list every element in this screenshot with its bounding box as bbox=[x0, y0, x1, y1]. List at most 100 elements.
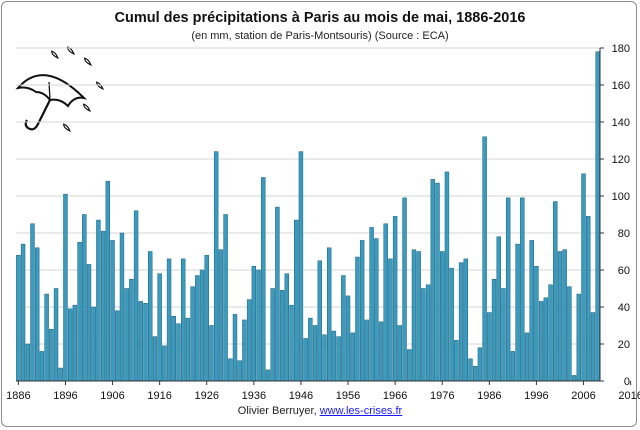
x-tick-label: 2016 bbox=[618, 390, 640, 402]
bar-1957 bbox=[350, 332, 355, 382]
bar-1965 bbox=[388, 258, 393, 382]
y-tick-label: 40 bbox=[618, 302, 630, 314]
bar-1963 bbox=[378, 321, 384, 382]
bar-1978 bbox=[449, 267, 454, 382]
y-tick-label: 120 bbox=[612, 154, 630, 166]
y-tick-label: 100 bbox=[612, 191, 630, 203]
y-tick-label: 0 bbox=[624, 376, 630, 388]
bar-1955 bbox=[341, 275, 346, 382]
bar-1918 bbox=[166, 258, 172, 382]
bar-1967 bbox=[397, 325, 403, 382]
bar-1968 bbox=[402, 197, 407, 382]
bar-1887 bbox=[20, 243, 26, 382]
bar-1977 bbox=[444, 171, 450, 382]
bar-1886 bbox=[16, 254, 21, 382]
bar-1924 bbox=[195, 275, 200, 382]
bar-1972 bbox=[421, 288, 426, 382]
bar-1896 bbox=[63, 193, 68, 382]
bar-1971 bbox=[416, 251, 421, 382]
chart-subtitle: (en mm, station de Paris-Montsouris) (So… bbox=[191, 30, 449, 42]
bar-1994 bbox=[524, 332, 530, 382]
bar-1999 bbox=[548, 284, 553, 382]
bar-1942 bbox=[279, 290, 285, 382]
bar-1890 bbox=[34, 247, 40, 382]
bar-1891 bbox=[39, 351, 45, 382]
bar-1921 bbox=[180, 258, 186, 382]
bar-1982 bbox=[468, 358, 473, 382]
raindrop-icon bbox=[67, 46, 75, 56]
x-tick-label: 1996 bbox=[524, 390, 548, 402]
x-tick-label: 1916 bbox=[147, 390, 171, 402]
raindrop-icon bbox=[96, 81, 104, 91]
y-tick-label: 160 bbox=[612, 80, 630, 92]
bar-1908 bbox=[119, 232, 125, 382]
bar-1959 bbox=[359, 240, 365, 382]
bar-2001 bbox=[557, 251, 563, 382]
bar-1925 bbox=[199, 269, 205, 382]
bar-1928 bbox=[213, 151, 219, 382]
x-tick-label: 1926 bbox=[194, 390, 218, 402]
bar-1940 bbox=[270, 288, 275, 382]
bar-1996 bbox=[534, 266, 539, 382]
bar-1919 bbox=[171, 316, 176, 382]
raindrop-icon bbox=[84, 57, 92, 67]
bar-1923 bbox=[190, 286, 195, 382]
y-tick-label: 140 bbox=[612, 117, 630, 129]
bar-1979 bbox=[454, 340, 459, 382]
bar-1966 bbox=[392, 216, 398, 382]
bar-2005 bbox=[576, 293, 582, 382]
x-tick-label: 1886 bbox=[6, 390, 30, 402]
bar-1951 bbox=[322, 334, 327, 382]
bar-2006 bbox=[581, 173, 586, 382]
bar-1922 bbox=[185, 317, 191, 382]
bar-1893 bbox=[49, 328, 54, 382]
bar-1993 bbox=[520, 197, 525, 382]
bar-1903 bbox=[96, 219, 101, 382]
bar-1990 bbox=[505, 197, 511, 382]
bar-1947 bbox=[303, 338, 308, 382]
bar-1933 bbox=[237, 360, 242, 382]
bar-2004 bbox=[571, 375, 577, 382]
bar-1952 bbox=[326, 247, 332, 382]
bar-1975 bbox=[435, 182, 440, 382]
bar-1899 bbox=[77, 242, 82, 382]
bar-1969 bbox=[407, 349, 412, 382]
bar-1989 bbox=[501, 288, 506, 382]
bar-1945 bbox=[294, 219, 299, 382]
bar-1898 bbox=[72, 304, 78, 382]
credit-link[interactable]: www.les-crises.fr bbox=[319, 405, 403, 417]
bar-2007 bbox=[586, 216, 591, 382]
bar-1934 bbox=[242, 319, 247, 382]
x-tick-label: 1956 bbox=[336, 390, 360, 402]
bar-1981 bbox=[463, 258, 468, 382]
y-tick-label: 20 bbox=[618, 339, 630, 351]
y-tick-label: 180 bbox=[612, 43, 630, 55]
x-tick-label: 1946 bbox=[289, 390, 313, 402]
x-tick-label: 1966 bbox=[383, 390, 407, 402]
bar-1902 bbox=[91, 306, 96, 382]
bar-1998 bbox=[543, 297, 549, 382]
bar-1954 bbox=[336, 336, 341, 382]
bar-1991 bbox=[510, 351, 516, 382]
bar-1980 bbox=[458, 262, 464, 382]
bar-1894 bbox=[53, 288, 59, 382]
bar-1917 bbox=[162, 345, 167, 382]
bar-1964 bbox=[383, 223, 388, 382]
bar-2003 bbox=[567, 286, 572, 382]
bar-1950 bbox=[317, 260, 322, 382]
bar-1901 bbox=[86, 264, 92, 382]
credit-author: Olivier Berruyer, bbox=[237, 405, 317, 417]
chart-credit: Olivier Berruyer, www.les-crises.fr bbox=[0, 405, 640, 417]
bar-1927 bbox=[209, 325, 214, 382]
bar-2000 bbox=[553, 201, 558, 382]
bar-1920 bbox=[176, 323, 181, 382]
bar-1958 bbox=[355, 256, 360, 382]
bar-2008 bbox=[590, 312, 596, 382]
bar-1939 bbox=[265, 369, 271, 382]
bar-1912 bbox=[138, 301, 144, 382]
bar-1961 bbox=[369, 227, 374, 382]
bar-1916 bbox=[157, 273, 162, 382]
bar-1988 bbox=[496, 236, 501, 382]
